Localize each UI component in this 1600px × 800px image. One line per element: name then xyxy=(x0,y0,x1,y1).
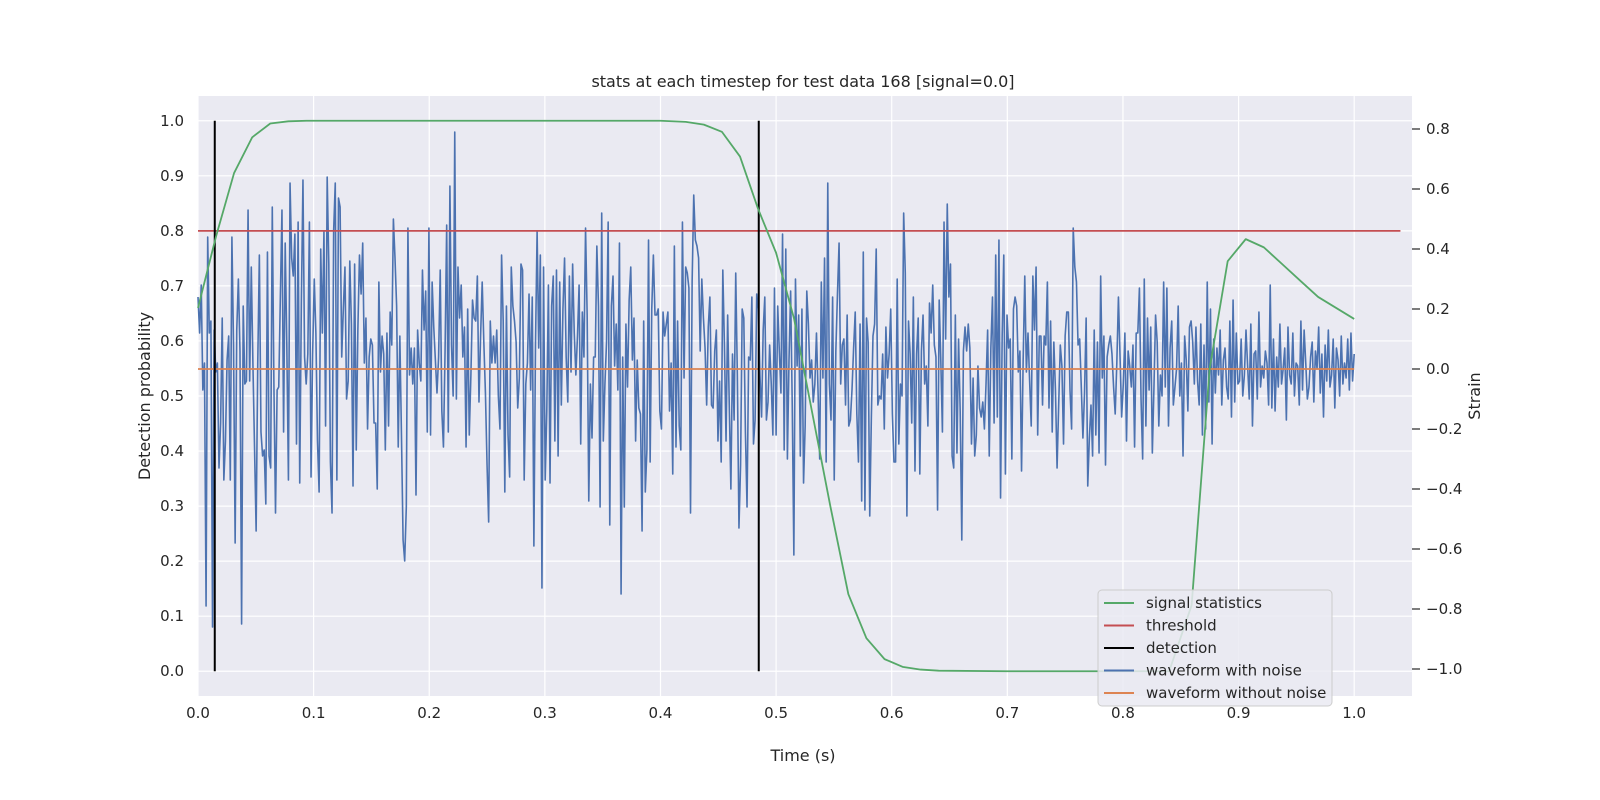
x-tick-label: 0.1 xyxy=(302,704,326,722)
x-tick-label: 0.6 xyxy=(880,704,904,722)
y-right-tick-label: −0.2 xyxy=(1426,420,1462,438)
legend-label: signal statistics xyxy=(1146,594,1262,612)
series-line-waveform-with-noise xyxy=(197,131,1355,628)
y-left-tick-label: 0.8 xyxy=(160,222,184,240)
y-axis-left-label: Detection probability xyxy=(135,312,154,480)
legend-label: detection xyxy=(1146,639,1217,657)
y-right-tick-label: 0.4 xyxy=(1426,240,1450,258)
y-axis-right-ticks: 0.8 0.6 0.4 0.2 0.0 −0.2 −0.4 −0.6 −0.8 −1.0 xyxy=(1412,120,1462,678)
y-right-tick-label: −1.0 xyxy=(1426,660,1462,678)
x-tick-label: 0.8 xyxy=(1111,704,1135,722)
x-tick-label: 0.2 xyxy=(417,704,441,722)
legend-label: waveform with noise xyxy=(1146,662,1302,680)
y-left-tick-label: 0.9 xyxy=(160,167,184,185)
series-layer xyxy=(197,119,1401,673)
x-tick-label: 0.0 xyxy=(186,704,210,722)
y-left-tick-label: 0.2 xyxy=(160,552,184,570)
y-axis-right-label: Strain xyxy=(1465,372,1484,419)
x-tick-label: 0.7 xyxy=(995,704,1019,722)
y-right-tick-label: 0.6 xyxy=(1426,180,1450,198)
y-right-tick-label: −0.4 xyxy=(1426,480,1462,498)
y-left-tick-label: 0.1 xyxy=(160,607,184,625)
x-axis-label: Time (s) xyxy=(769,746,835,765)
y-axis-left-ticks: 0.0 0.1 0.2 0.3 0.4 0.5 0.6 0.7 0.8 0.9 1.0 xyxy=(160,112,184,680)
y-left-tick-label: 0.7 xyxy=(160,277,184,295)
x-tick-label: 0.5 xyxy=(764,704,788,722)
y-right-tick-label: 0.0 xyxy=(1426,360,1450,378)
y-right-tick-label: −0.6 xyxy=(1426,540,1462,558)
x-tick-label: 0.3 xyxy=(533,704,557,722)
y-right-tick-label: −0.8 xyxy=(1426,600,1462,618)
y-right-tick-label: 0.8 xyxy=(1426,120,1450,138)
y-left-tick-label: 0.5 xyxy=(160,387,184,405)
y-right-tick-label: 0.2 xyxy=(1426,300,1450,318)
x-tick-label: 1.0 xyxy=(1342,704,1366,722)
legend-box xyxy=(1097,589,1333,707)
x-tick-label: 0.9 xyxy=(1227,704,1251,722)
y-left-tick-label: 0.3 xyxy=(160,497,184,515)
y-left-tick-label: 0.4 xyxy=(160,442,184,460)
x-axis-ticks: 0.0 0.1 0.2 0.3 0.4 0.5 0.6 0.7 0.8 0.9 1.0 xyxy=(186,704,1366,722)
series-line-signal-statistics xyxy=(197,119,1355,673)
chart-title: stats at each timestep for test data 168… xyxy=(591,72,1014,91)
legend: signal statistics threshold detection wavef… xyxy=(1097,589,1333,707)
legend-label: threshold xyxy=(1146,617,1217,635)
legend-label: waveform without noise xyxy=(1146,684,1326,702)
y-left-tick-label: 1.0 xyxy=(160,112,184,130)
x-tick-label: 0.4 xyxy=(649,704,673,722)
y-left-tick-label: 0.0 xyxy=(160,662,184,680)
y-left-tick-label: 0.6 xyxy=(160,332,184,350)
